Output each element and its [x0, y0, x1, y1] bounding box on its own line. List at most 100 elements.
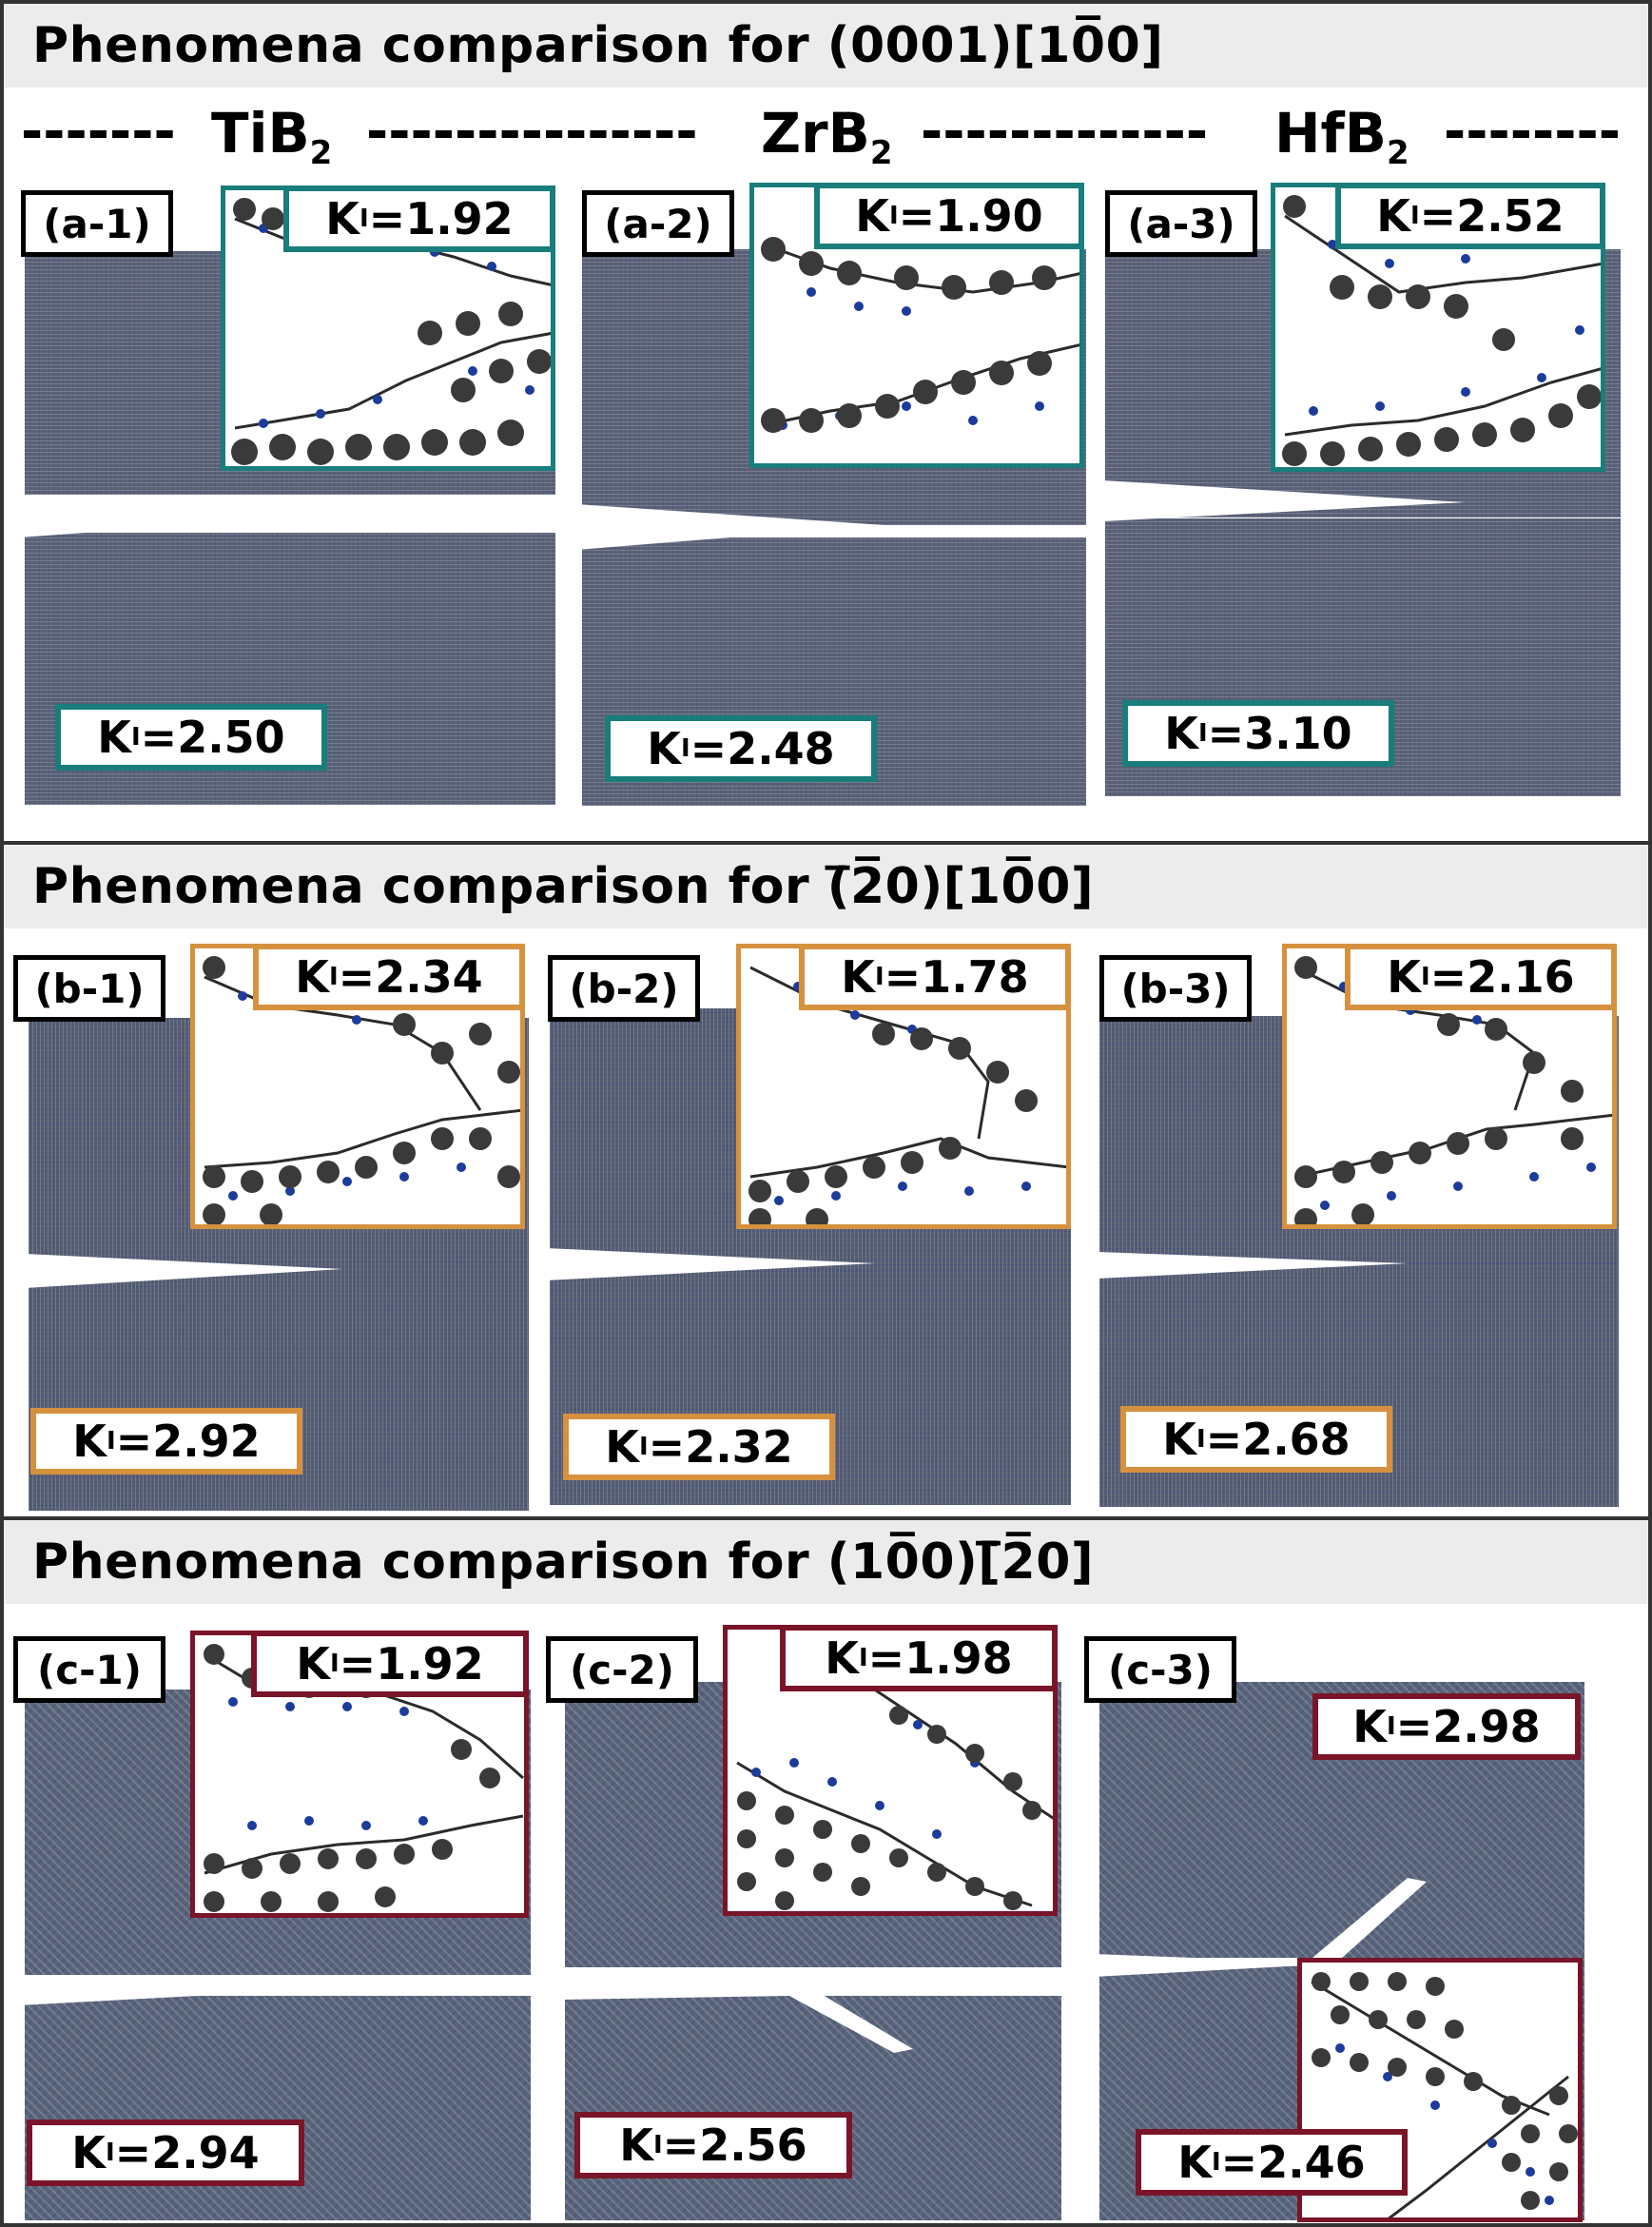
panel-label: (c-1) [13, 1636, 165, 1703]
lattice-lower [1099, 1263, 1619, 1507]
k-symbol: K [71, 2127, 106, 2178]
k-number: 2.68 [1242, 1414, 1351, 1465]
k-subscript: I [329, 1650, 340, 1678]
dash-separator: ------------- [921, 101, 1209, 163]
k-subscript: I [858, 1644, 868, 1672]
material-zrb2: ZrB2 [761, 101, 893, 172]
k-number: 2.52 [1456, 190, 1565, 242]
material-hfb2: HfB2 [1274, 101, 1409, 172]
k-symbol: K [619, 2120, 653, 2171]
k-subscript: I [1211, 2148, 1221, 2177]
dash-separator: ------- [21, 101, 176, 163]
atomic-structure [736, 1666, 1053, 1910]
material-tib2: TiB2 [211, 101, 333, 172]
crack-gap [19, 1975, 304, 2005]
k-equals: = [1205, 1414, 1243, 1465]
k-symbol: K [295, 951, 329, 1003]
k-number: 2.50 [177, 712, 285, 763]
k-equals: = [1207, 708, 1245, 759]
section-c-title: Phenomena comparison for (10̅0)[̅2̅0] [32, 1534, 1095, 1591]
atomic-structure [231, 198, 551, 465]
crack-gap [25, 1254, 342, 1288]
k-subscript: I [1409, 202, 1420, 230]
k-symbol: K [97, 712, 131, 763]
section-c-header: Phenomena comparison for (10̅0)[̅2̅0] [4, 1520, 1648, 1604]
k-number: 2.94 [151, 2127, 260, 2178]
k-subscript: I [1386, 1712, 1396, 1741]
k-subscript: I [106, 1427, 116, 1455]
k-number: 2.56 [699, 2120, 807, 2171]
k-subscript: I [680, 734, 690, 763]
k-equals: = [1419, 190, 1457, 242]
atomic-structure [748, 966, 1066, 1224]
section-a-title: Phenomena comparison for (0001)[10̅0] [32, 17, 1164, 74]
k-symbol: K [647, 723, 681, 774]
k-subscript: I [888, 202, 899, 230]
panel-label: (b-3) [1099, 955, 1252, 1022]
k-subscript: I [1197, 719, 1208, 748]
atomic-structure [1311, 1972, 1578, 2217]
k-subscript: I [874, 963, 884, 991]
k-number: 2.16 [1467, 951, 1575, 1003]
crack-gap [576, 504, 884, 550]
k-number: 2.48 [727, 723, 835, 774]
k-number: 1.92 [376, 1638, 484, 1690]
section-b-header: Phenomena comparison for (̅2̅0)[10̅0] [4, 845, 1648, 928]
k-subscript: I [652, 2131, 663, 2159]
k-equals: = [690, 723, 728, 774]
k-equals: = [884, 951, 922, 1003]
k-subscript: I [328, 963, 339, 991]
k-number: 2.34 [375, 951, 483, 1003]
dash-separator: --------------- [366, 101, 698, 163]
k-symbol: K [1376, 190, 1410, 242]
section-divider [0, 1516, 1652, 1520]
k-symbol: K [825, 1632, 859, 1684]
crack-gap [561, 1967, 913, 2053]
k-symbol: K [1162, 1414, 1196, 1465]
k-symbol: K [1177, 2137, 1212, 2188]
k-symbol: K [1352, 1701, 1387, 1752]
k-subscript: I [1420, 963, 1430, 991]
k-subscript: I [130, 723, 141, 752]
k-symbol: K [72, 1416, 107, 1467]
atomic-structure [203, 956, 520, 1224]
k-equals: = [662, 2120, 700, 2171]
k-equals: = [1220, 2137, 1258, 2188]
k-equals: = [114, 2127, 152, 2178]
panel-label: (a-2) [582, 190, 734, 257]
crack-gap [1103, 480, 1465, 521]
k-equals: = [140, 712, 178, 763]
k-number: 2.32 [685, 1421, 793, 1473]
k-equals: = [1429, 951, 1467, 1003]
k-number: 1.78 [921, 951, 1029, 1003]
section-b-title: Phenomena comparison for (̅2̅0)[10̅0] [32, 858, 1095, 915]
k-equals: = [648, 1421, 686, 1473]
k-equals: = [898, 190, 936, 242]
k-symbol: K [841, 951, 875, 1003]
k-equals: = [338, 951, 376, 1003]
dash-separator: -------- [1444, 101, 1621, 163]
k-equals: = [867, 1632, 905, 1684]
panel-label: (b-1) [13, 955, 165, 1022]
atomic-structure [1282, 195, 1601, 466]
panel-label: (c-3) [1084, 1636, 1236, 1703]
k-equals: = [1395, 1701, 1433, 1752]
section-c: Phenomena comparison for (10̅0)[̅2̅0] (c… [0, 1520, 1652, 2227]
k-number: 1.90 [935, 190, 1043, 242]
k-number: 1.98 [904, 1632, 1013, 1684]
panel-label: (a-1) [21, 190, 173, 257]
k-symbol: K [1387, 951, 1421, 1003]
